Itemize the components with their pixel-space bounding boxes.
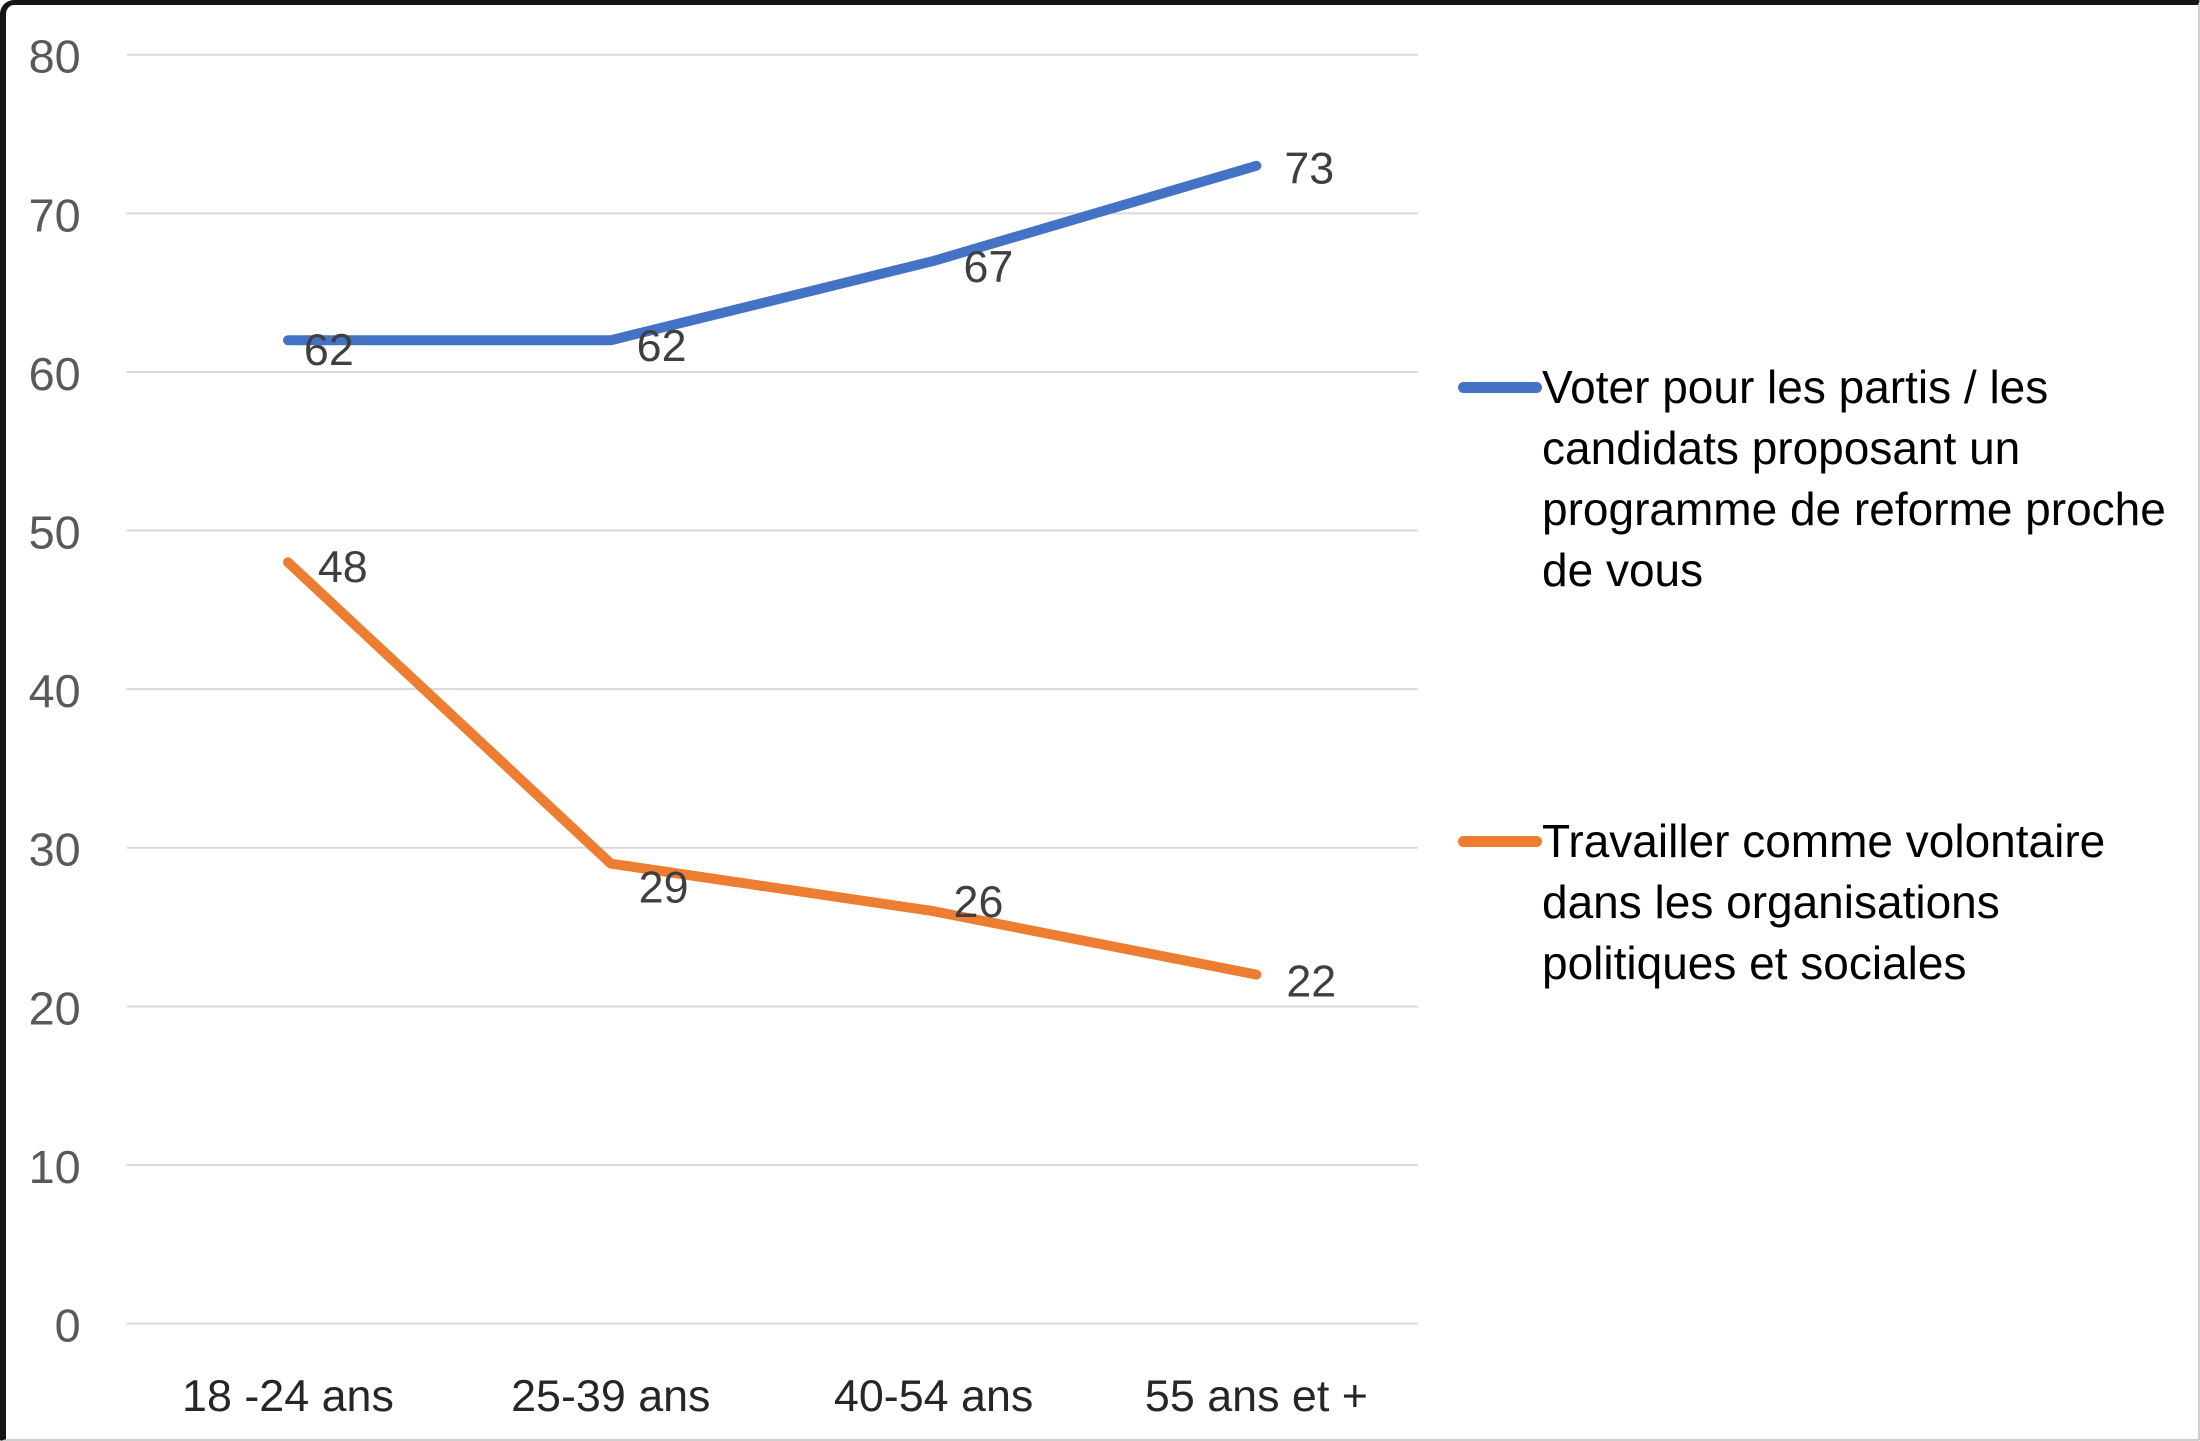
data-label: 67 xyxy=(964,242,1014,292)
y-tick-label: 80 xyxy=(29,31,81,83)
y-tick-label: 10 xyxy=(29,1141,81,1193)
y-tick-label: 60 xyxy=(29,348,81,400)
legend-label: Voter pour les partis / les candidats pr… xyxy=(1542,361,2166,596)
legend-label: Travailler comme volontaire dans les org… xyxy=(1542,815,2106,989)
x-tick-label: 18 -24 ans xyxy=(182,1371,394,1421)
y-tick-label: 40 xyxy=(29,665,81,717)
legend-item-voter: Voter pour les partis / les candidats pr… xyxy=(1458,357,2198,601)
data-label: 29 xyxy=(639,863,689,913)
y-tick-label: 30 xyxy=(29,824,81,876)
x-tick-label: 55 ans et + xyxy=(1145,1371,1368,1421)
series-line-0 xyxy=(282,160,1262,346)
legend-line-marker-blue xyxy=(1458,382,1542,393)
data-label: 73 xyxy=(1284,144,1334,194)
y-tick-label: 0 xyxy=(55,1300,81,1352)
legend-line-marker-orange xyxy=(1458,836,1542,847)
data-label: 62 xyxy=(304,325,354,375)
legend-item-volontaire: Travailler comme volontaire dans les org… xyxy=(1458,811,2198,994)
data-label: 26 xyxy=(954,877,1004,927)
data-label: 48 xyxy=(318,542,368,592)
line-chart: 0 10 20 30 40 50 60 70 80 18 -24 ans 25-39 ans 40-5… xyxy=(29,31,1418,1421)
x-tick-label: 40-54 ans xyxy=(834,1371,1033,1421)
y-tick-label: 70 xyxy=(29,189,81,241)
data-label: 62 xyxy=(637,321,687,371)
data-label: 22 xyxy=(1286,957,1336,1007)
y-tick-label: 20 xyxy=(29,982,81,1034)
x-tick-label: 25-39 ans xyxy=(511,1371,710,1421)
y-tick-label: 50 xyxy=(29,507,81,559)
series-line-1 xyxy=(282,557,1262,980)
chart-legend: Voter pour les partis / les candidats pr… xyxy=(1458,5,2198,1439)
